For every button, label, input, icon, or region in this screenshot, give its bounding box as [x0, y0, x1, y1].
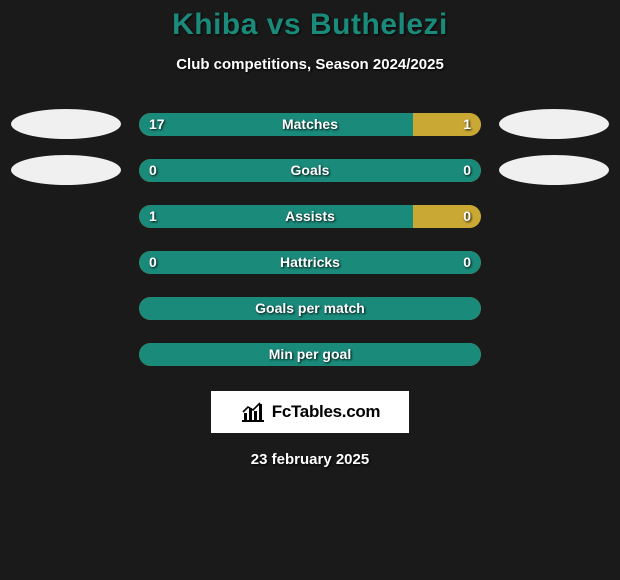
- title-player-right: Buthelezi: [310, 8, 448, 41]
- stat-bar-right-fill: [413, 205, 481, 228]
- stat-row: 10Assists: [0, 193, 620, 239]
- date: 23 february 2025: [0, 451, 620, 468]
- stat-row: Goals per match: [0, 285, 620, 331]
- comparison-card: Khiba vs Buthelezi Club competitions, Se…: [0, 0, 620, 580]
- stat-bar-left-fill: [139, 159, 481, 182]
- stat-row: 00Hattricks: [0, 239, 620, 285]
- logo-text: FcTables.com: [272, 402, 381, 422]
- stat-bar-left-fill: [139, 251, 481, 274]
- bar-chart-icon: [240, 401, 266, 423]
- player-right-marker: [499, 109, 609, 139]
- stat-bar-left-fill: [139, 113, 413, 136]
- player-left-marker: [11, 109, 121, 139]
- stat-bar: 00Hattricks: [139, 251, 481, 274]
- stat-bar-left-fill: [139, 205, 413, 228]
- title-player-left: Khiba: [172, 8, 258, 41]
- stat-row: 171Matches: [0, 101, 620, 147]
- logo-box[interactable]: FcTables.com: [211, 391, 409, 433]
- stat-row: Min per goal: [0, 331, 620, 377]
- title-vs: vs: [267, 8, 301, 41]
- stat-bar-left-fill: [139, 343, 481, 366]
- stat-bar: 10Assists: [139, 205, 481, 228]
- page-title: Khiba vs Buthelezi: [0, 8, 620, 42]
- player-left-marker: [11, 155, 121, 185]
- stat-bar-right-fill: [413, 113, 481, 136]
- stat-bar: Goals per match: [139, 297, 481, 320]
- stat-bar: Min per goal: [139, 343, 481, 366]
- stat-bar: 171Matches: [139, 113, 481, 136]
- stat-bar: 00Goals: [139, 159, 481, 182]
- stat-row: 00Goals: [0, 147, 620, 193]
- subtitle: Club competitions, Season 2024/2025: [0, 56, 620, 73]
- player-right-marker: [499, 155, 609, 185]
- stats-block: 171Matches 00Goals 10Assists 00Hattricks Goa…: [0, 101, 620, 377]
- stat-bar-left-fill: [139, 297, 481, 320]
